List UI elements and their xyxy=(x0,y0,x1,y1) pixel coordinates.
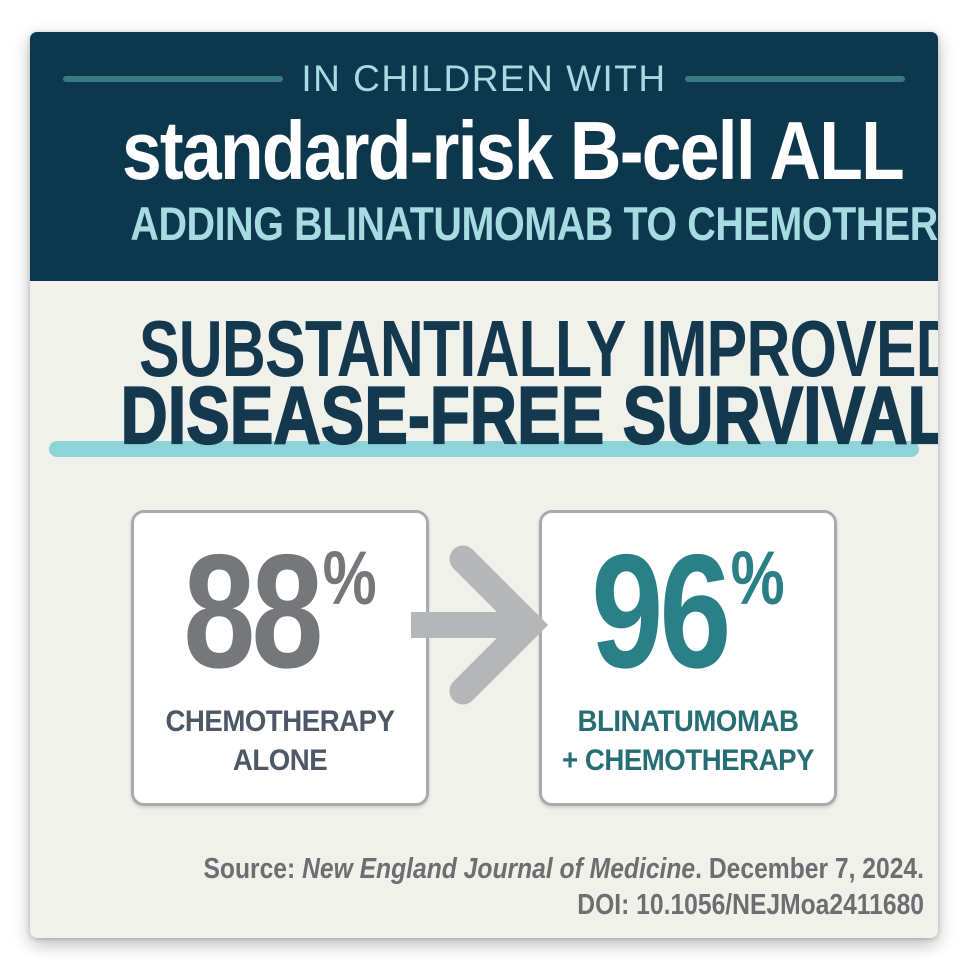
headline-line1: SUBSTANTIALLY IMPROVED xyxy=(138,304,938,393)
stat-card-blinatumomab-chemotherapy: 96% BLINATUMOMAB + CHEMOTHERAPY xyxy=(539,509,837,806)
eyebrow-text: IN CHILDREN WITH xyxy=(301,58,667,99)
source-journal-name: New England Journal of Medicine xyxy=(302,852,696,885)
page-title: standard-risk B-cell ALL xyxy=(121,104,905,197)
main-content: SUBSTANTIALLY IMPROVED DISEASE-FREE SURV… xyxy=(30,281,938,938)
result-headline: SUBSTANTIALLY IMPROVED DISEASE-FREE SURV… xyxy=(30,304,938,462)
stat-label-before: CHEMOTHERAPY ALONE xyxy=(165,705,395,778)
source-date: . December 7, 2024. xyxy=(695,852,924,885)
right-divider-line xyxy=(684,76,906,82)
infographic-card: IN CHILDREN WITH standard-risk B-cell AL… xyxy=(30,32,938,938)
header-banner: IN CHILDREN WITH standard-risk B-cell AL… xyxy=(30,32,938,281)
percent-sign-after: % xyxy=(730,535,785,621)
teal-underline-bar xyxy=(49,440,919,457)
stat-value-before: 88% xyxy=(163,520,397,702)
source-prefix: Source: xyxy=(203,852,303,885)
comparison-section: 88% CHEMOTHERAPY ALONE 96% BLINATUMOMAB … xyxy=(30,509,938,806)
source-doi: DOI: 10.1056/NEJMoa2411680 xyxy=(577,888,924,921)
page-subtitle: ADDING BLINATUMOMAB TO CHEMOTHERAPY xyxy=(130,197,938,250)
source-citation: Source: New England Journal of Medicine.… xyxy=(30,852,938,923)
stat-number-before: 88 xyxy=(183,520,323,702)
eyebrow-row: IN CHILDREN WITH xyxy=(63,58,906,99)
stat-card-chemotherapy-alone: 88% CHEMOTHERAPY ALONE xyxy=(131,509,429,806)
stat-value-after: 96% xyxy=(571,520,805,702)
left-divider-line xyxy=(63,76,284,82)
stat-label-after: BLINATUMOMAB + CHEMOTHERAPY xyxy=(562,705,814,778)
percent-sign-before: % xyxy=(322,535,377,621)
headline-line2: DISEASE-FREE SURVIVAL xyxy=(120,371,938,462)
stat-number-after: 96 xyxy=(591,520,731,702)
source-line: Source: New England Journal of Medicine.… xyxy=(164,852,924,888)
